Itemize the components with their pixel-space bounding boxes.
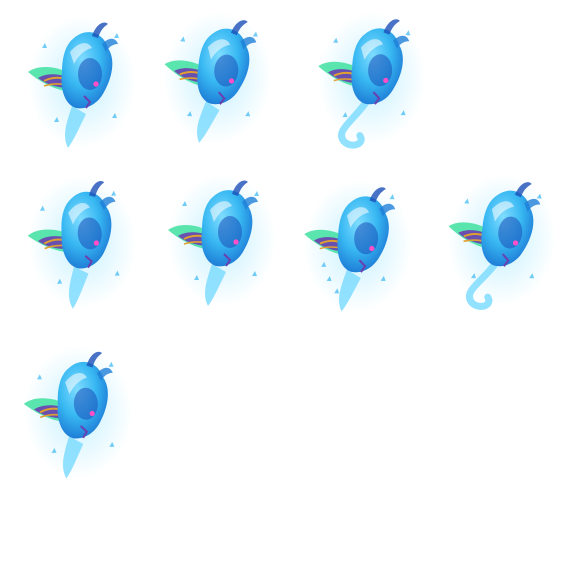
sprite-frame-7 — [420, 170, 560, 340]
crest-flame — [514, 182, 532, 198]
spark-particle — [51, 447, 57, 453]
spark-particle — [109, 441, 115, 447]
spark-particle — [252, 271, 257, 276]
spirit-sprite-icon — [28, 16, 136, 148]
spark-particle — [194, 275, 199, 280]
sprite-frame-2 — [140, 0, 280, 170]
eye-icon — [89, 410, 95, 417]
eye-icon — [93, 240, 99, 246]
spirit-tail — [338, 100, 369, 149]
eye-icon — [369, 245, 375, 252]
spark-particle — [405, 30, 411, 36]
spark-particle — [252, 31, 258, 37]
sprite-frame-1 — [0, 0, 140, 170]
spark-particle — [54, 117, 59, 122]
eye-icon — [233, 239, 239, 245]
spark-particle — [321, 261, 327, 267]
spark-particle — [111, 190, 117, 196]
spark-particle — [400, 110, 406, 116]
spark-particle — [42, 43, 47, 48]
spirit-sprite-icon — [303, 180, 412, 312]
spirit-tail — [197, 101, 220, 143]
spirit-tail — [339, 269, 361, 312]
spark-particle — [112, 113, 117, 118]
spark-particle — [333, 37, 339, 43]
sprite-frame-3 — [280, 0, 426, 170]
sprite-frame-8 — [0, 340, 140, 510]
spark-particle — [380, 275, 386, 281]
spirit-tail — [466, 262, 498, 310]
spirit-sprite-icon — [163, 12, 272, 144]
spark-particle — [389, 194, 395, 200]
crest-flame — [232, 180, 248, 196]
spark-particle — [326, 276, 332, 282]
spark-particle — [334, 288, 340, 294]
spirit-sprite-icon — [317, 12, 426, 149]
sprite-frame-6 — [280, 170, 420, 340]
spirit-tail — [205, 264, 226, 306]
spirit-sprite-icon — [447, 174, 556, 310]
spirit-tail — [63, 436, 84, 479]
spark-particle — [470, 273, 476, 279]
spirit-sprite-icon — [27, 176, 137, 309]
spark-particle — [114, 33, 119, 38]
crest-flame — [230, 20, 248, 36]
crest-flame — [86, 351, 103, 368]
crest-flame — [92, 22, 108, 38]
spark-particle — [529, 273, 535, 279]
spark-particle — [108, 361, 114, 367]
spark-particle — [464, 198, 470, 204]
spark-particle — [245, 111, 251, 117]
spark-particle — [57, 278, 63, 284]
eye-icon — [383, 77, 389, 84]
crest-flame — [89, 181, 105, 197]
crest-flame — [383, 19, 400, 35]
spark-particle — [342, 112, 348, 118]
sprite-frame-4 — [0, 170, 140, 340]
spirit-tail — [69, 266, 89, 309]
sprite-frame-5 — [140, 170, 280, 340]
spark-particle — [182, 201, 187, 206]
eye-icon — [228, 78, 235, 84]
eye-icon — [93, 81, 99, 87]
spark-particle — [40, 205, 45, 211]
spark-particle — [254, 191, 259, 196]
spark-particle — [186, 111, 192, 117]
crest-flame — [369, 187, 386, 203]
spark-particle — [536, 193, 542, 199]
spark-particle — [36, 374, 42, 380]
spark-particle — [180, 36, 186, 42]
spirit-sprite-icon — [168, 174, 276, 306]
spirit-tail — [65, 106, 86, 148]
spark-particle — [114, 270, 120, 276]
spirit-sprite-icon — [23, 346, 133, 479]
eye-icon — [512, 240, 519, 246]
